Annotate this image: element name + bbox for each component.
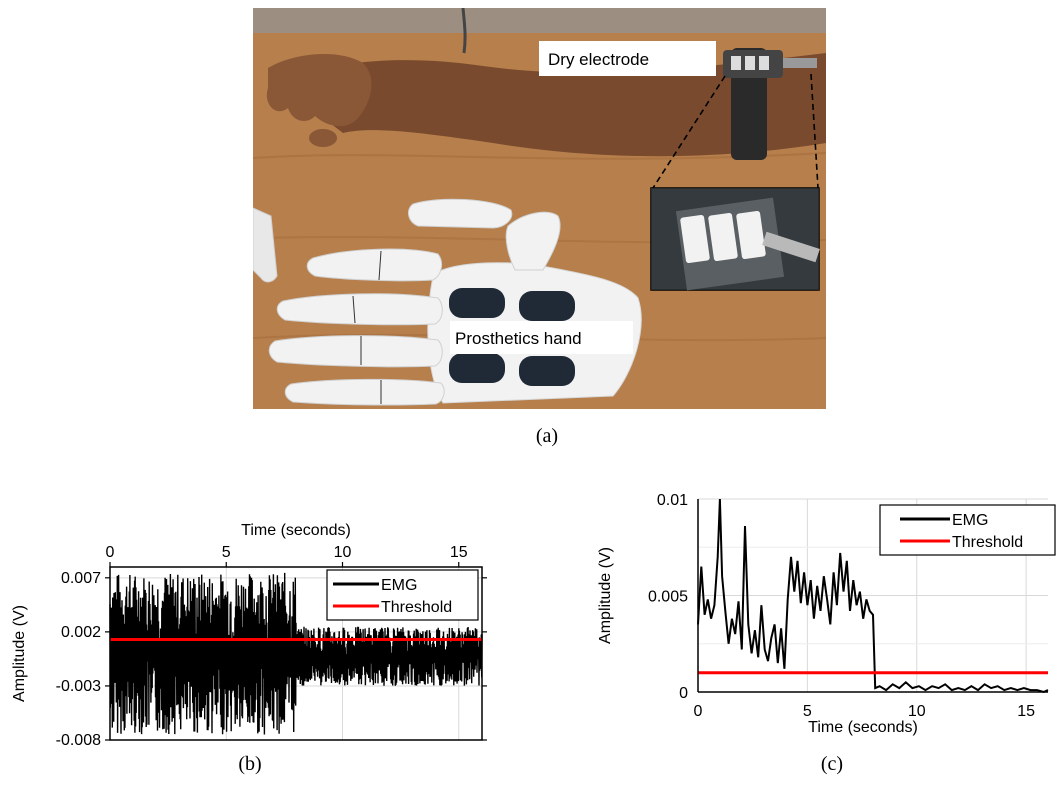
zoom-line-right bbox=[810, 73, 819, 189]
chart-b-y-axis-title: Amplitude (V) bbox=[11, 605, 28, 702]
real-hand bbox=[266, 53, 372, 127]
prosthetics-hand-label-box bbox=[450, 321, 633, 354]
electrode-inset bbox=[650, 187, 820, 291]
chart-b-series-emg bbox=[109, 572, 483, 735]
chart-b-x-tick-label: 5 bbox=[222, 544, 231, 561]
chart-c-x-tick-label: 5 bbox=[803, 703, 812, 720]
chart-c-legend-box bbox=[879, 504, 1056, 556]
chart-c-y-tick-label: 0.005 bbox=[648, 589, 688, 606]
chart-b-legend-box bbox=[326, 569, 479, 621]
chart-b-y-tick-label: 0.002 bbox=[61, 624, 101, 641]
prosthetic-setup-photo: Dry electrode Prosthetics hand bbox=[253, 8, 826, 409]
chart-c-legend-label-threshold: Threshold bbox=[952, 534, 1023, 551]
prosthetic-hand bbox=[253, 198, 642, 406]
dry-electrode-label-box bbox=[539, 41, 716, 76]
chart-b-plot-frame bbox=[109, 566, 483, 741]
wall bbox=[253, 8, 826, 33]
caption-b: (b) bbox=[238, 753, 262, 775]
chart-b-y-tick-label: -0.003 bbox=[56, 678, 101, 695]
chart-c-series-emg bbox=[697, 498, 1049, 694]
caption-a: (a) bbox=[535, 425, 559, 447]
chart-b-y-tick-label: -0.008 bbox=[56, 732, 101, 749]
chart-b-x-tick-label: 0 bbox=[106, 544, 115, 561]
caption-c: (c) bbox=[820, 753, 844, 775]
dry-electrode-label: Dry electrode bbox=[548, 50, 649, 69]
chart-c-y-tick-label: 0.01 bbox=[657, 492, 688, 509]
prosthetics-hand-label: Prosthetics hand bbox=[455, 329, 582, 348]
zoom-line-left bbox=[652, 75, 726, 189]
cable bbox=[461, 8, 467, 54]
chart-b-x-tick-label: 15 bbox=[450, 544, 468, 561]
chart-c-x-tick-label: 0 bbox=[694, 703, 703, 720]
chart-b-x-axis-title: Time (seconds) bbox=[241, 522, 351, 539]
chart-c-emg-envelope: 0 5 10 15 0.01 0.005 0 Time (seconds) Amplitude … bbox=[597, 492, 1056, 736]
forearm bbox=[278, 53, 826, 157]
chart-c-x-tick-label: 15 bbox=[1017, 703, 1035, 720]
chart-c-y-axis-title: Amplitude (V) bbox=[597, 547, 614, 644]
photo-illustration: Dry electrode Prosthetics hand bbox=[253, 8, 826, 409]
chart-c-x-axis-title: Time (seconds) bbox=[808, 719, 918, 736]
chart-b-legend-label-emg: EMG bbox=[381, 577, 417, 594]
chart-b-emg-raw: 0 5 10 15 0.007 0.002 -0.003 -0.008 Time (second… bbox=[11, 522, 487, 749]
chart-b-y-tick-label: 0.007 bbox=[61, 570, 101, 587]
chart-b-legend-label-threshold: Threshold bbox=[381, 599, 452, 616]
chart-b-x-tick-label: 10 bbox=[334, 544, 352, 561]
chart-c-legend-label-emg: EMG bbox=[952, 512, 988, 529]
chart-c-y-tick-label: 0 bbox=[679, 685, 688, 702]
chart-c-x-tick-label: 10 bbox=[908, 703, 926, 720]
